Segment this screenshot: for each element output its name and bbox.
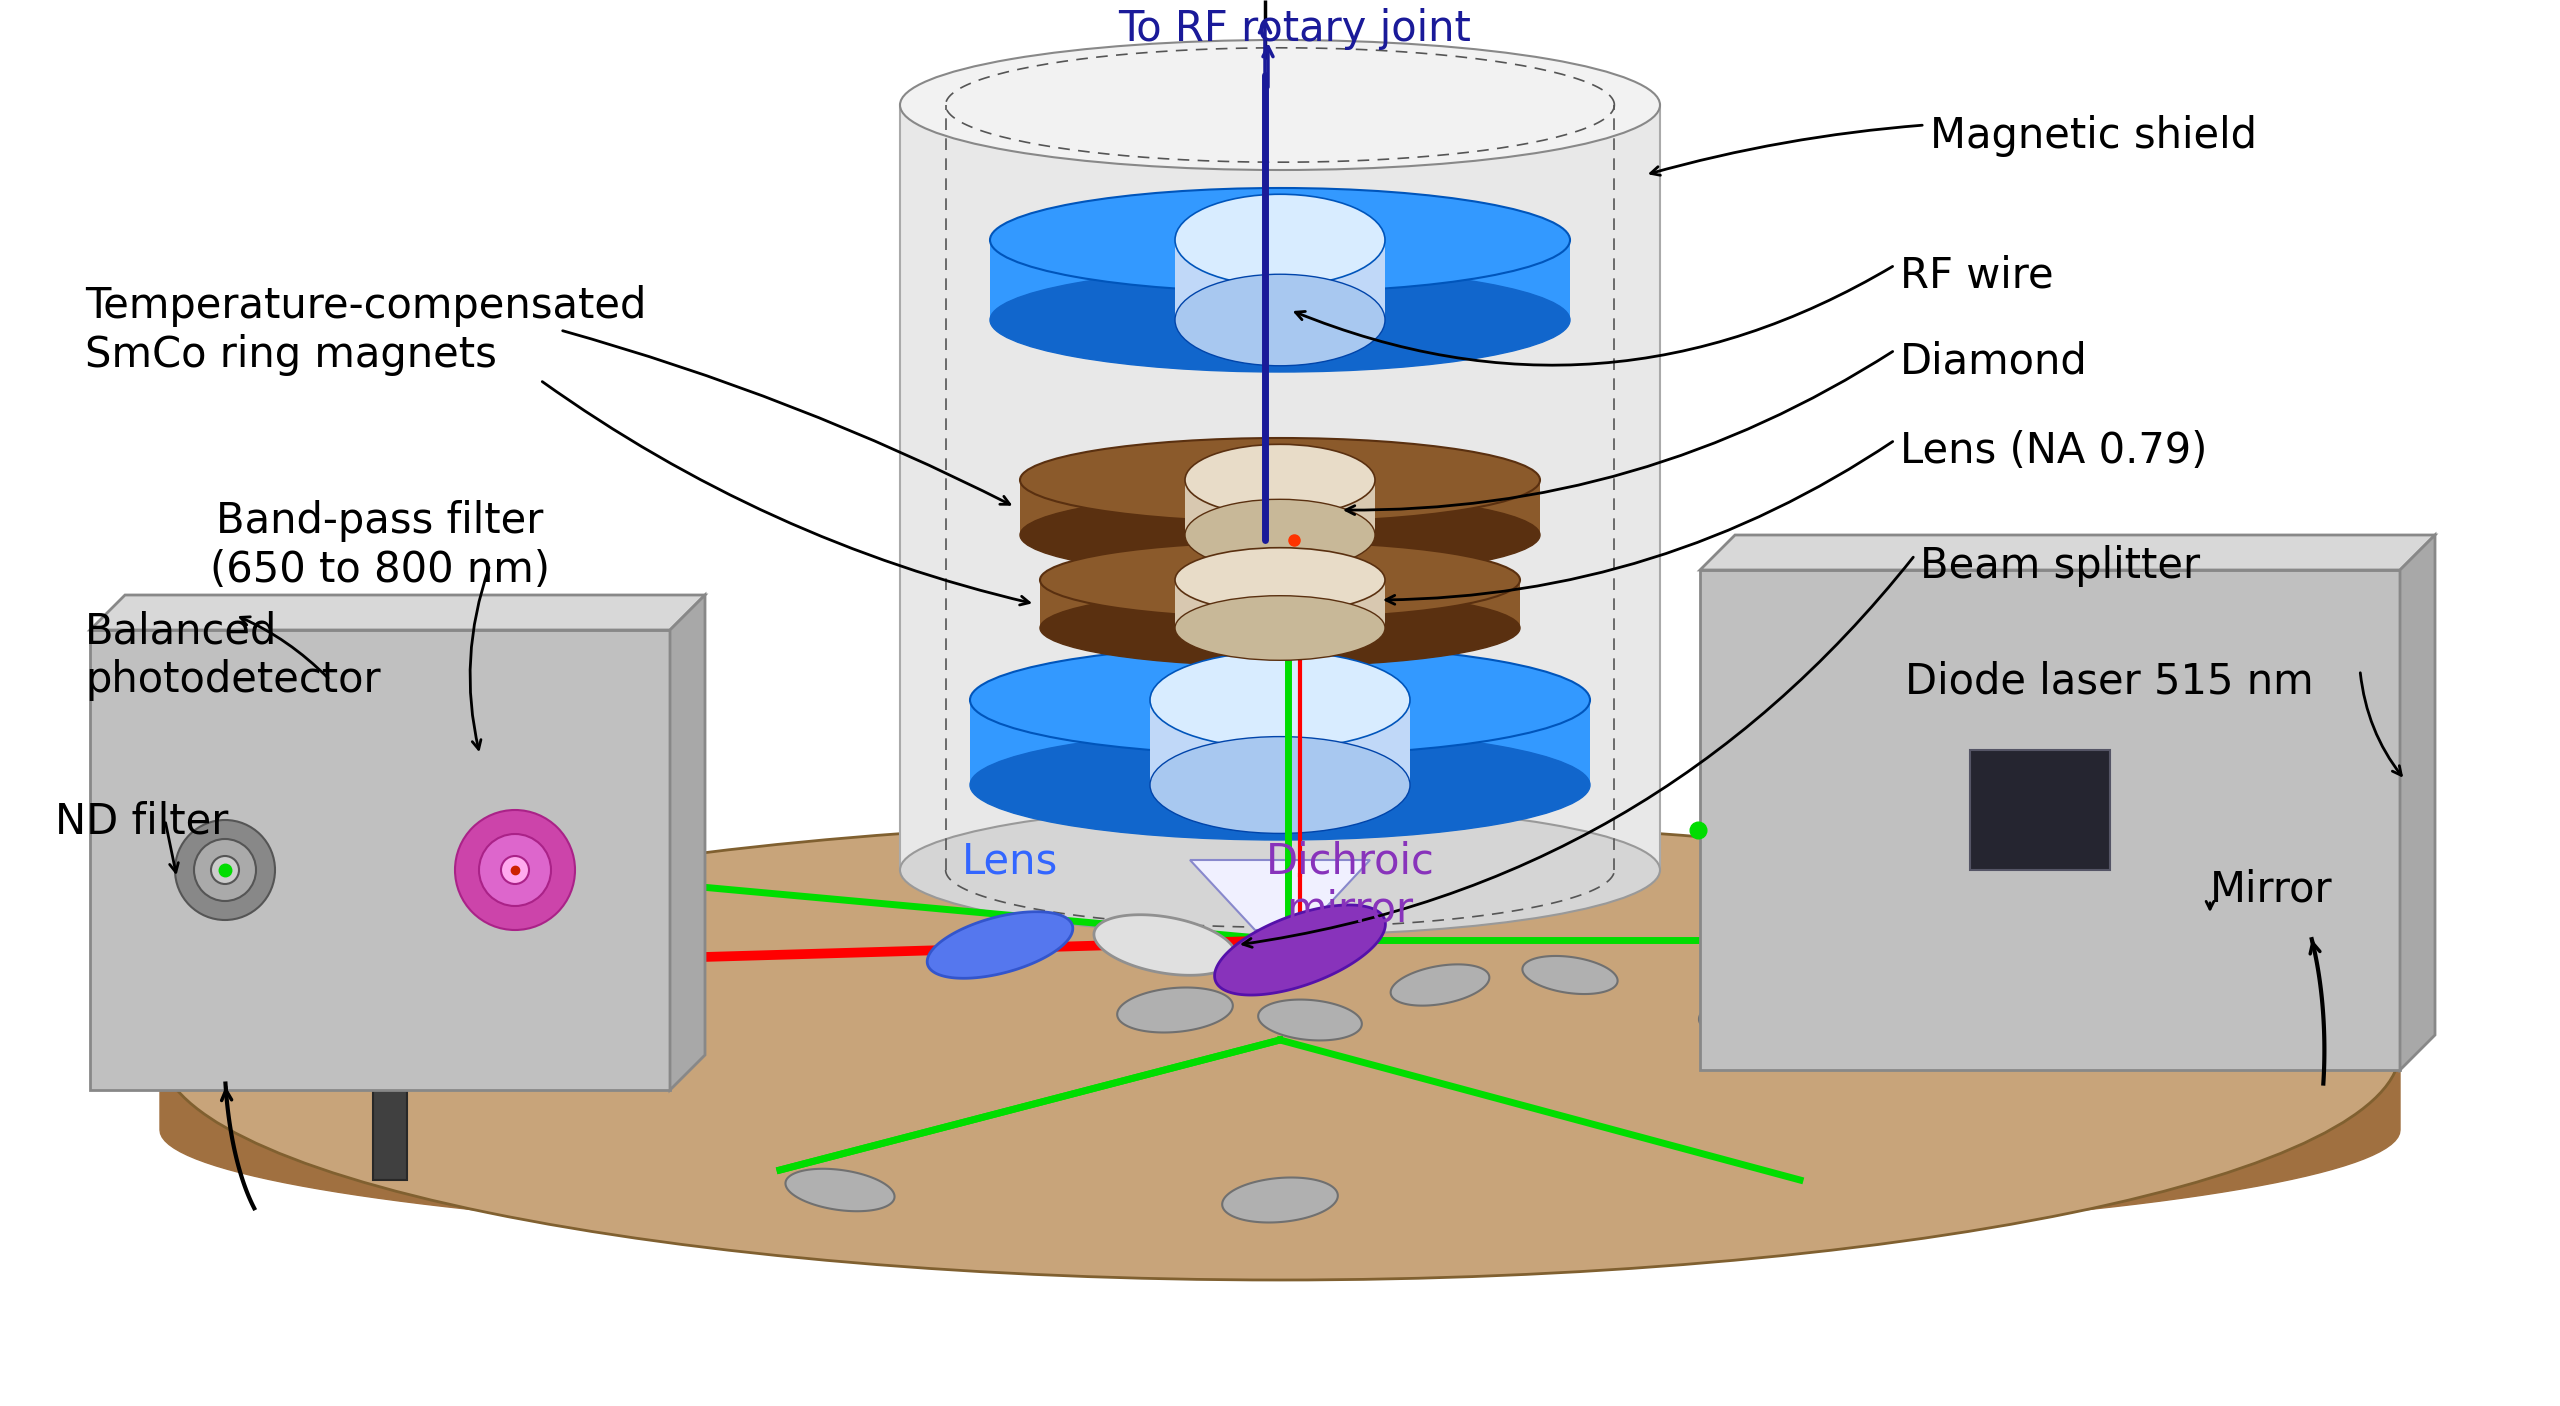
Text: Band-pass filter
(650 to 800 nm): Band-pass filter (650 to 800 nm) — [210, 501, 550, 591]
Ellipse shape — [1149, 737, 1411, 834]
Polygon shape — [1700, 569, 2401, 1070]
Text: Mirror: Mirror — [2209, 869, 2332, 911]
Ellipse shape — [1149, 651, 1411, 748]
Polygon shape — [2007, 900, 2132, 949]
Ellipse shape — [210, 856, 238, 884]
Text: Balanced
photodetector: Balanced photodetector — [84, 610, 381, 700]
Polygon shape — [374, 1090, 407, 1180]
Polygon shape — [1039, 581, 1521, 628]
Polygon shape — [1190, 860, 1370, 929]
Polygon shape — [927, 911, 1073, 979]
Polygon shape — [1523, 956, 1618, 994]
Polygon shape — [1149, 700, 1411, 785]
Polygon shape — [1213, 905, 1385, 995]
Ellipse shape — [1019, 494, 1541, 576]
Polygon shape — [1257, 1000, 1362, 1040]
Ellipse shape — [1019, 439, 1541, 522]
Polygon shape — [2076, 886, 2214, 943]
Polygon shape — [90, 630, 671, 1090]
Ellipse shape — [901, 39, 1659, 170]
Text: Magnetic shield: Magnetic shield — [1930, 115, 2258, 157]
Ellipse shape — [1039, 591, 1521, 666]
Ellipse shape — [174, 820, 274, 920]
Ellipse shape — [1175, 596, 1385, 661]
Polygon shape — [1185, 479, 1375, 536]
Polygon shape — [1221, 1177, 1339, 1222]
Polygon shape — [1700, 987, 1802, 1032]
Text: Lens (NA 0.79): Lens (NA 0.79) — [1900, 430, 2207, 472]
Ellipse shape — [1175, 548, 1385, 612]
Polygon shape — [2097, 948, 2204, 993]
Text: Lens: Lens — [963, 839, 1057, 882]
Ellipse shape — [970, 730, 1590, 839]
Polygon shape — [786, 1168, 893, 1211]
Polygon shape — [671, 595, 704, 1090]
Polygon shape — [901, 105, 1659, 870]
Text: To RF rotary joint: To RF rotary joint — [1119, 8, 1472, 51]
Text: ND filter: ND filter — [54, 800, 228, 842]
Ellipse shape — [991, 188, 1569, 292]
Polygon shape — [1700, 536, 2435, 569]
Ellipse shape — [1175, 274, 1385, 366]
Polygon shape — [1175, 581, 1385, 628]
Text: Diode laser 515 nm: Diode laser 515 nm — [1905, 659, 2314, 702]
Ellipse shape — [195, 839, 256, 901]
Polygon shape — [2401, 536, 2435, 1070]
Polygon shape — [159, 935, 2401, 1244]
Ellipse shape — [1185, 499, 1375, 571]
Text: RF wire: RF wire — [1900, 254, 2053, 297]
Ellipse shape — [456, 810, 576, 929]
Ellipse shape — [1175, 194, 1385, 285]
Polygon shape — [1971, 749, 2109, 870]
Polygon shape — [1175, 240, 1385, 321]
Ellipse shape — [479, 834, 550, 905]
Polygon shape — [90, 595, 704, 630]
Polygon shape — [1116, 987, 1234, 1032]
Ellipse shape — [991, 269, 1569, 373]
Ellipse shape — [970, 645, 1590, 755]
Ellipse shape — [901, 806, 1659, 935]
Ellipse shape — [1039, 541, 1521, 619]
Polygon shape — [1019, 479, 1541, 536]
Ellipse shape — [502, 856, 530, 884]
Ellipse shape — [1185, 444, 1375, 516]
Polygon shape — [1390, 965, 1490, 1005]
Text: Temperature-compensated
SmCo ring magnets: Temperature-compensated SmCo ring magnet… — [84, 285, 645, 375]
Polygon shape — [1093, 915, 1236, 976]
Polygon shape — [991, 240, 1569, 321]
Text: Diamond: Diamond — [1900, 340, 2089, 382]
Text: Beam splitter: Beam splitter — [1920, 546, 2199, 586]
Ellipse shape — [159, 820, 2401, 1279]
Polygon shape — [970, 700, 1590, 785]
Text: Dichroic
mirror: Dichroic mirror — [1265, 839, 1434, 931]
